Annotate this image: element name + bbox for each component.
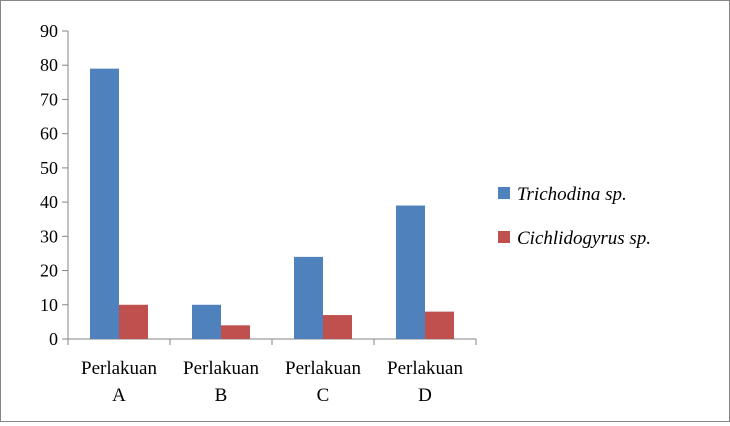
- x-axis: Perlakuan A Perlakuan B Perlakuan C Perlakuan D: [67, 338, 477, 406]
- y-tick-label: 40: [40, 192, 58, 212]
- legend-label: Cichlidogyrus sp.: [517, 228, 651, 249]
- legend-swatch: [498, 187, 510, 199]
- x-category-label-line2: C: [317, 385, 330, 406]
- legend-label: Trichodina sp.: [517, 184, 627, 205]
- legend-swatch: [498, 231, 510, 243]
- y-tick-label: 60: [40, 124, 58, 144]
- bar-cichlidogyrus-b: [221, 325, 250, 339]
- x-category-label-line1: Perlakuan: [387, 358, 463, 379]
- bar-cichlidogyrus-c: [323, 315, 352, 339]
- bar-cichlidogyrus-d: [425, 311, 454, 339]
- bar-trichodina-c: [294, 256, 323, 339]
- y-tick-label: 10: [40, 295, 58, 315]
- legend: Trichodina sp. Cichlidogyrus sp.: [498, 184, 651, 249]
- bar-trichodina-b: [192, 304, 221, 339]
- y-axis: 0 10 20 30 40 50 60 70 80 90: [40, 21, 69, 349]
- y-tick-label: 90: [40, 21, 58, 41]
- y-tick-label: 50: [40, 158, 58, 178]
- y-tick-label: 0: [49, 329, 58, 349]
- bar-cichlidogyrus-a: [119, 304, 148, 339]
- bars: [90, 68, 454, 340]
- y-tick-label: 70: [40, 89, 58, 109]
- x-category-label-line1: Perlakuan: [81, 358, 157, 379]
- bar-trichodina-d: [396, 205, 425, 339]
- x-category-label-line1: Perlakuan: [285, 358, 361, 379]
- x-category-label-line2: A: [112, 385, 126, 406]
- y-tick-label: 20: [40, 261, 58, 281]
- bar-trichodina-a: [90, 68, 119, 340]
- x-category-label-line2: D: [418, 385, 432, 406]
- x-category-label-line2: B: [215, 385, 228, 406]
- y-tick-label: 80: [40, 55, 58, 75]
- x-category-label-line1: Perlakuan: [183, 358, 259, 379]
- y-tick-label: 30: [40, 226, 58, 246]
